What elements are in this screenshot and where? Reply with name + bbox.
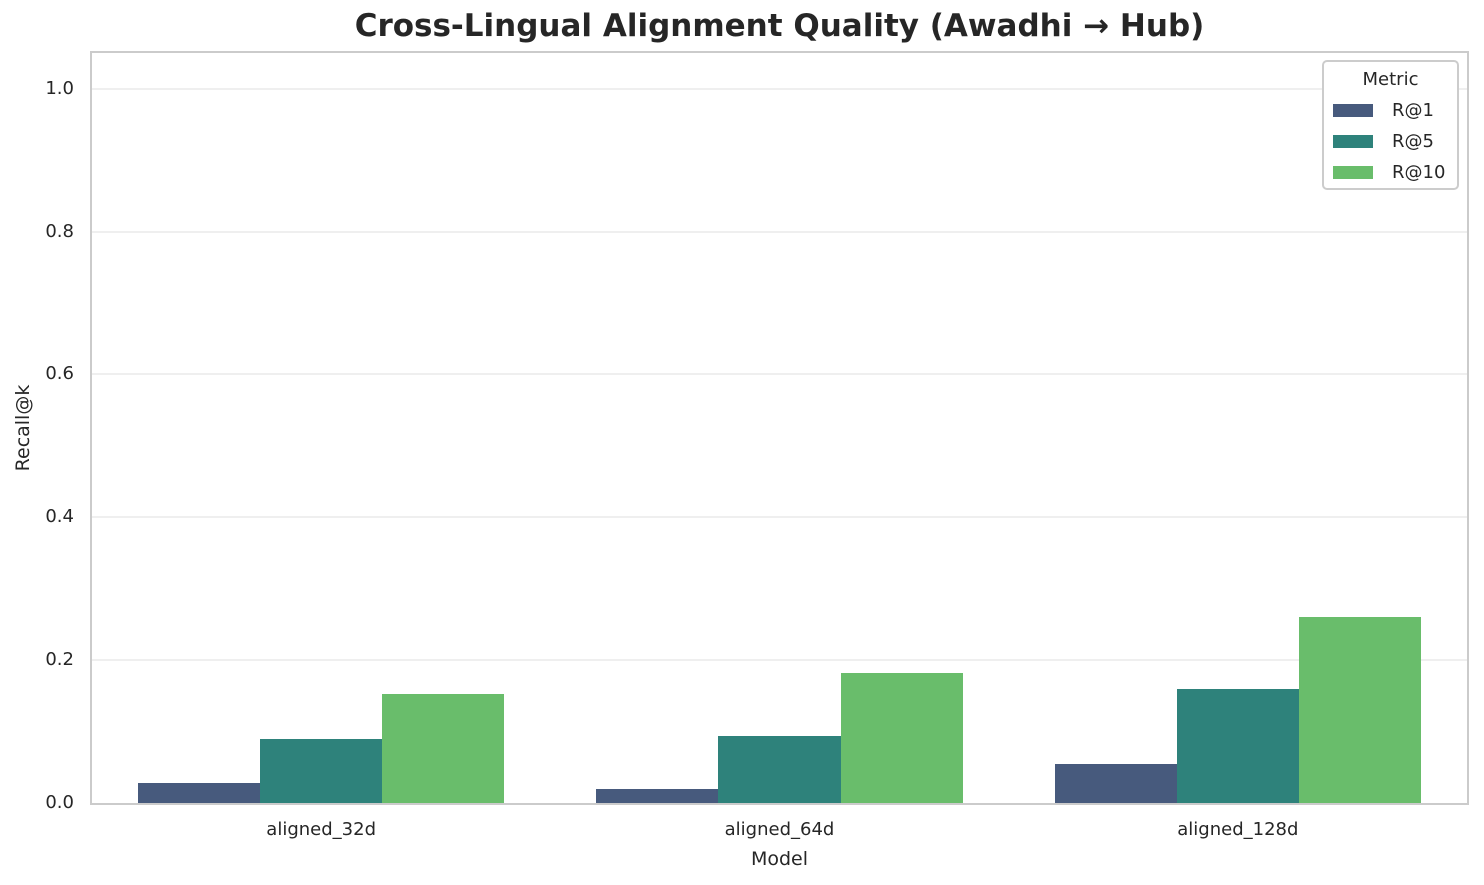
legend-entry-r1: R@1 (1324, 95, 1457, 126)
y-tick-label-0.4: 0.4 (45, 506, 74, 528)
y-tick-label-0.2: 0.2 (45, 649, 74, 671)
legend-label: R@10 (1392, 162, 1446, 183)
legend-entry-r10: R@10 (1324, 157, 1457, 188)
y-tick-label-0.6: 0.6 (45, 363, 74, 385)
gridline-0.8 (92, 230, 1467, 233)
bar-r5-aligned_64d (718, 735, 841, 803)
gridline-0.6 (92, 373, 1467, 376)
x-tick-label-aligned_128d: aligned_128d (1177, 819, 1299, 840)
y-tick-label-0.8: 0.8 (45, 220, 74, 242)
plot-area (90, 51, 1469, 805)
bar-r10-aligned_128d (1298, 617, 1422, 803)
legend-swatch-icon (1333, 166, 1373, 179)
legend-label: R@1 (1392, 100, 1434, 121)
y-tick-label-1.0: 1.0 (45, 77, 74, 99)
gridline-0.4 (92, 516, 1467, 519)
gridline-1.0 (92, 87, 1467, 90)
y-axis-label: Recall@k (12, 384, 34, 472)
gridline-0.2 (92, 659, 1467, 662)
bar-r1-aligned_128d (1054, 763, 1177, 803)
bar-r5-aligned_128d (1176, 688, 1299, 803)
legend-swatch-icon (1333, 135, 1373, 148)
legend: Metric R@1 R@5 R@10 (1322, 60, 1459, 190)
chart-title: Cross-Lingual Alignment Quality (Awadhi … (354, 8, 1205, 44)
bar-r1-aligned_32d (137, 783, 260, 803)
bar-r5-aligned_32d (260, 738, 383, 803)
legend-swatch-icon (1333, 104, 1373, 117)
x-tick-label-aligned_64d: aligned_64d (724, 819, 835, 840)
bar-r10-aligned_32d (382, 694, 505, 803)
legend-title: Metric (1362, 69, 1419, 90)
bar-r1-aligned_64d (596, 788, 719, 803)
legend-label: R@5 (1392, 131, 1434, 152)
bar-r10-aligned_64d (840, 673, 963, 803)
x-axis-label: Model (750, 848, 809, 870)
y-tick-label-0.0: 0.0 (45, 792, 74, 813)
legend-entry-r5: R@5 (1324, 126, 1457, 157)
x-tick-label-aligned_32d: aligned_32d (266, 819, 376, 840)
legend-entries: R@1 R@5 R@10 (1324, 95, 1457, 188)
